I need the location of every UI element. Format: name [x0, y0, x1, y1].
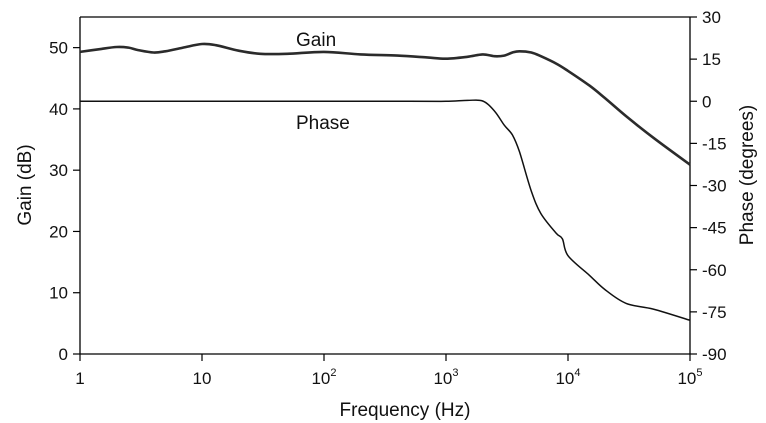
y2-tick-label: 30	[702, 8, 721, 27]
gain-series-line	[79, 42, 691, 166]
x-tick-label: 1	[75, 369, 84, 388]
y2-tick-label: -45	[702, 219, 727, 238]
x-tick-label: 10	[193, 369, 212, 388]
y-axis-title-right: Phase (degrees)	[737, 105, 758, 245]
x-axis-title: Frequency (Hz)	[340, 400, 471, 421]
y-tick-label: 30	[49, 161, 68, 180]
y-tick-label: 40	[49, 100, 68, 119]
axes	[79, 16, 691, 355]
x-tick-label: 104	[555, 367, 580, 388]
series-group	[79, 42, 691, 322]
y2-tick-label: -75	[702, 303, 727, 322]
y-axis-title-left: Gain (dB)	[15, 144, 36, 225]
y-tick-label: 20	[49, 222, 68, 241]
y2-tick-label: -30	[702, 177, 727, 196]
y2-tick-label: -60	[702, 261, 727, 280]
y2-tick-label: -15	[702, 134, 727, 153]
x-tick-label: 102	[311, 367, 336, 388]
y-tick-label: 10	[49, 284, 68, 303]
y2-tick-label: -90	[702, 345, 727, 364]
phase-series-line	[80, 99, 691, 322]
y2-tick-label: 0	[702, 92, 711, 111]
ticks: 1 10 102 103 104 105 0 10 20 30 40 50 -90 -75 -60 -45 -3…	[49, 8, 727, 388]
phase-series-label: Phase	[296, 113, 350, 134]
x-tick-label: 105	[677, 367, 702, 388]
x-tick-label: 103	[433, 367, 458, 388]
y-tick-label: 50	[49, 39, 68, 58]
gain-series-label: Gain	[296, 30, 336, 51]
y2-tick-label: 15	[702, 50, 721, 69]
y-tick-label: 0	[59, 345, 68, 364]
